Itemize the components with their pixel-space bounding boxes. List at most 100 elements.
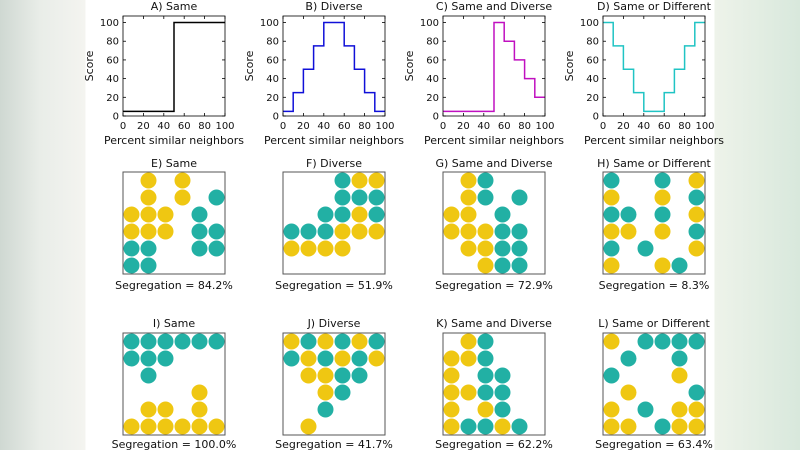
yellow-agent (368, 172, 385, 189)
yellow-agent (140, 189, 157, 206)
y-tick-label: 60 (586, 55, 599, 66)
teal-agent (208, 240, 225, 257)
yellow-agent (477, 240, 494, 257)
x-axis-label: Percent similar neighbors (424, 134, 564, 147)
yellow-agent (460, 223, 477, 240)
grid-panel-2: G) Same and Diverse Segregation = 72.9% (435, 157, 553, 292)
teal-agent (460, 418, 477, 435)
teal-agent (620, 350, 637, 367)
yellow-agent (351, 333, 368, 350)
yellow-agent (477, 257, 494, 274)
plot-frame (442, 15, 546, 117)
teal-agent (477, 189, 494, 206)
yellow-agent (157, 206, 174, 223)
y-tick-label: 0 (113, 112, 119, 123)
teal-agent (317, 401, 334, 418)
teal-agent (334, 206, 351, 223)
yellow-agent (477, 401, 494, 418)
segregation-label: Segregation = 84.2% (115, 279, 233, 292)
yellow-agent (334, 350, 351, 367)
y-tick-label: 80 (586, 37, 599, 48)
segregation-label: Segregation = 51.9% (275, 279, 393, 292)
yellow-agent (671, 418, 688, 435)
grid-frame (282, 332, 386, 436)
teal-agent (620, 206, 637, 223)
grid-panel-1: F) Diverse Segregation = 51.9% (275, 157, 393, 292)
x-tick-label: 100 (215, 121, 234, 132)
teal-agent (123, 350, 140, 367)
x-tick-label: 80 (198, 121, 211, 132)
teal-agent (191, 206, 208, 223)
teal-agent (477, 384, 494, 401)
grid-title: J) Diverse (307, 317, 361, 330)
yellow-agent (140, 401, 157, 418)
teal-agent (191, 223, 208, 240)
teal-agent (494, 384, 511, 401)
teal-agent (603, 367, 620, 384)
teal-agent (191, 240, 208, 257)
teal-agent (494, 257, 511, 274)
chart-title: D) Same or Different (597, 0, 712, 13)
y-tick-label: 100 (580, 18, 599, 29)
teal-agent (123, 240, 140, 257)
yellow-agent (460, 206, 477, 223)
teal-agent (140, 257, 157, 274)
yellow-agent (603, 401, 620, 418)
x-tick-label: 100 (695, 121, 714, 132)
grid-title: G) Same and Diverse (435, 157, 552, 170)
x-tick-label: 80 (678, 121, 691, 132)
teal-agent (140, 367, 157, 384)
plot-frame (122, 15, 226, 117)
yellow-agent (443, 350, 460, 367)
teal-agent (603, 240, 620, 257)
yellow-agent (460, 384, 477, 401)
x-tick-label: 0 (440, 121, 446, 132)
yellow-agent (191, 418, 208, 435)
yellow-agent (174, 418, 191, 435)
x-tick-label: 60 (658, 121, 671, 132)
y-tick-label: 40 (266, 74, 279, 85)
teal-agent (688, 333, 705, 350)
grid-title: E) Same (151, 157, 197, 170)
teal-agent (477, 418, 494, 435)
step-chart-3: D) Same or Different 0 20 40 60 80 100 0 20 40 60 8… (563, 0, 724, 147)
teal-agent (334, 367, 351, 384)
y-tick-label: 0 (433, 112, 439, 123)
yellow-agent (460, 333, 477, 350)
yellow-agent (283, 240, 300, 257)
grid-panel-5: J) Diverse Segregation = 41.7% (275, 317, 393, 450)
yellow-agent (140, 172, 157, 189)
x-axis-label: Percent similar neighbors (584, 134, 724, 147)
teal-agent (688, 223, 705, 240)
y-tick-label: 20 (106, 93, 119, 104)
teal-agent (603, 206, 620, 223)
teal-agent (477, 333, 494, 350)
yellow-agent (317, 240, 334, 257)
teal-agent (477, 350, 494, 367)
yellow-agent (654, 223, 671, 240)
teal-agent (477, 367, 494, 384)
x-tick-label: 20 (457, 121, 470, 132)
y-tick-label: 0 (273, 112, 279, 123)
teal-agent (671, 257, 688, 274)
x-tick-label: 100 (535, 121, 554, 132)
yellow-agent (157, 401, 174, 418)
yellow-agent (603, 189, 620, 206)
segregation-label: Segregation = 41.7% (275, 438, 393, 450)
teal-agent (174, 333, 191, 350)
grid-frame (122, 171, 226, 275)
teal-agent (157, 333, 174, 350)
x-tick-label: 0 (600, 121, 606, 132)
yellow-agent (688, 172, 705, 189)
teal-agent (191, 333, 208, 350)
chart-title: C) Same and Diverse (436, 0, 552, 13)
chart-title: B) Diverse (305, 0, 362, 13)
yellow-agent (157, 223, 174, 240)
grid-panel-7: L) Same or Different Segregation = 63.4% (595, 317, 713, 450)
yellow-agent (603, 223, 620, 240)
teal-agent (368, 189, 385, 206)
teal-agent (317, 223, 334, 240)
grid-frame (282, 171, 386, 275)
yellow-agent (351, 223, 368, 240)
score-line (603, 21, 705, 113)
